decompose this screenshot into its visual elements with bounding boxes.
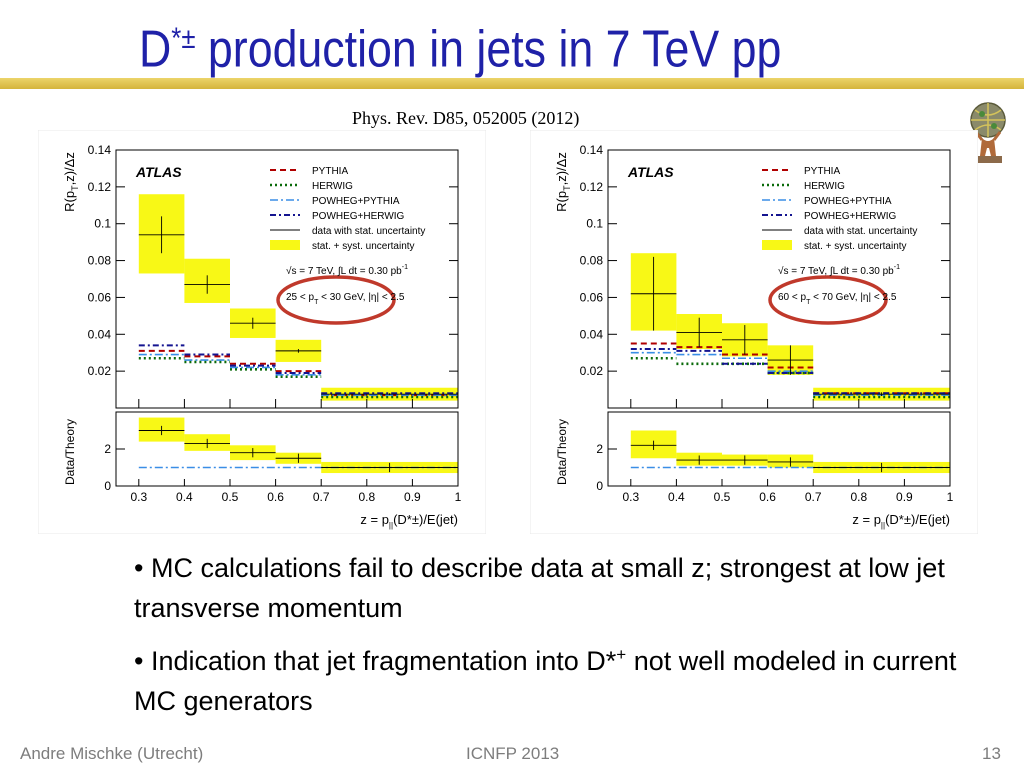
- y-tick-label: 0.14: [580, 143, 604, 157]
- x-tick-label: 0.7: [313, 490, 330, 504]
- x-tick-label: 1: [947, 490, 954, 504]
- x-tick-label: 0.9: [896, 490, 913, 504]
- bullet-mc-fail: • MC calculations fail to describe data …: [134, 548, 994, 628]
- slide-title: D*± production in jets in 7 TeV pp: [139, 2, 781, 86]
- title-divider: [0, 78, 1024, 89]
- bullet-fragmentation: • Indication that jet fragmentation into…: [134, 635, 994, 721]
- page-number: 13: [982, 744, 1001, 763]
- legend-swatch-band: [762, 240, 792, 250]
- highlight-circle: [276, 275, 396, 325]
- x-tick-label: 0.7: [805, 490, 822, 504]
- x-tick-label: 0.9: [404, 490, 421, 504]
- x-axis-title: z = p||(D*±)/E(jet): [360, 512, 458, 530]
- bullet-text-tail: not well modeled in current MC generator…: [134, 646, 957, 716]
- y-tick-label: 0.02: [580, 364, 604, 378]
- y-tick-label: 0.08: [88, 254, 112, 268]
- cut-annotation: 60 < pT < 70 GeV, |η| < 2.5: [778, 292, 897, 306]
- y-tick-label: 0.08: [580, 254, 604, 268]
- cut-annotation: 25 < pT < 30 GeV, |η| < 2.5: [286, 292, 405, 306]
- legend-label: POWHEG+HERWIG: [804, 211, 897, 222]
- legend-label: data with stat. uncertainty: [804, 226, 917, 237]
- globe-with-atlas-figure-icon: [970, 102, 1006, 163]
- experiment-label: ATLAS: [135, 164, 182, 180]
- y-tick-label: 0.12: [88, 180, 112, 194]
- title-superscript: *±: [171, 22, 196, 55]
- bullet-mark: •: [134, 646, 144, 676]
- y-tick-label: 0.1: [586, 217, 603, 231]
- x-tick-label: 0.8: [850, 490, 867, 504]
- x-tick-label: 0.6: [759, 490, 776, 504]
- legend-label: HERWIG: [312, 181, 353, 192]
- legend-label: PYTHIA: [804, 166, 840, 177]
- ratio-y-tick-label: 0: [596, 479, 603, 493]
- legend-swatch-band: [270, 240, 300, 250]
- ratio-y-tick-label: 2: [596, 442, 603, 456]
- bullet-text: Indication that jet fragmentation into D…: [150, 646, 617, 676]
- chart-high-pt: 0.02 0.04 0.06 0.08 0.1 0.12 0.14 0.3 0.4 0.5 0.6 0…: [530, 130, 978, 534]
- title-main: D: [139, 20, 172, 79]
- y-axis-title: R(pT,z)/Δz: [62, 152, 80, 212]
- legend-label: HERWIG: [804, 181, 845, 192]
- bullet-superscript: +: [616, 645, 627, 664]
- x-tick-label: 0.3: [130, 490, 147, 504]
- legend-label: data with stat. uncertainty: [312, 226, 425, 237]
- main-frame: [115, 149, 459, 409]
- ratio-y-axis-title: Data/Theory: [555, 419, 569, 485]
- x-tick-label: 0.4: [176, 490, 193, 504]
- energy-annotation: √s = 7 TeV, ∫L dt = 0.30 pb-1: [286, 264, 408, 277]
- chart-low-pt: 0.02 0.04 0.06 0.08 0.1 0.12 0.14 0.3 0.4 0.5 0.6 0…: [38, 130, 486, 534]
- footer-conference: ICNFP 2013: [466, 744, 560, 763]
- x-axis-title: z = p||(D*±)/E(jet): [852, 512, 950, 530]
- x-tick-label: 0.3: [622, 490, 639, 504]
- y-tick-label: 0.1: [94, 217, 111, 231]
- citation: Phys. Rev. D85, 052005 (2012): [352, 108, 580, 128]
- bullet-list: • MC calculations fail to describe data …: [134, 548, 994, 728]
- bullet-text: MC calculations fail to describe data at…: [134, 553, 945, 623]
- y-tick-label: 0.12: [580, 180, 604, 194]
- x-tick-label: 1: [455, 490, 462, 504]
- x-tick-label: 0.4: [668, 490, 685, 504]
- highlight-circle: [768, 275, 888, 325]
- legend-label: POWHEG+PYTHIA: [804, 196, 892, 207]
- y-tick-label: 0.04: [88, 327, 112, 341]
- x-tick-label: 0.5: [714, 490, 731, 504]
- legend-label: stat. + syst. uncertainty: [312, 241, 415, 252]
- y-axis-title: R(pT,z)/Δz: [554, 152, 572, 212]
- x-tick-label: 0.5: [222, 490, 239, 504]
- y-tick-label: 0.04: [580, 327, 604, 341]
- legend-label: POWHEG+HERWIG: [312, 211, 405, 222]
- legend-label: POWHEG+PYTHIA: [312, 196, 400, 207]
- energy-annotation: √s = 7 TeV, ∫L dt = 0.30 pb-1: [778, 264, 900, 277]
- y-tick-label: 0.14: [88, 143, 112, 157]
- experiment-label: ATLAS: [627, 164, 674, 180]
- title-rest: production in jets in 7 TeV pp: [195, 20, 782, 79]
- y-tick-label: 0.02: [88, 364, 112, 378]
- x-tick-label: 0.8: [358, 490, 375, 504]
- x-tick-label: 0.6: [267, 490, 284, 504]
- legend-label: PYTHIA: [312, 166, 348, 177]
- main-frame: [607, 149, 951, 409]
- bullet-mark: •: [134, 553, 144, 583]
- footer-author: Andre Mischke (Utrecht): [20, 744, 204, 763]
- ratio-y-tick-label: 2: [104, 442, 111, 456]
- y-tick-label: 0.06: [580, 290, 604, 304]
- legend-label: stat. + syst. uncertainty: [804, 241, 907, 252]
- ratio-y-axis-title: Data/Theory: [63, 419, 77, 485]
- ratio-y-tick-label: 0: [104, 479, 111, 493]
- y-tick-label: 0.06: [88, 290, 112, 304]
